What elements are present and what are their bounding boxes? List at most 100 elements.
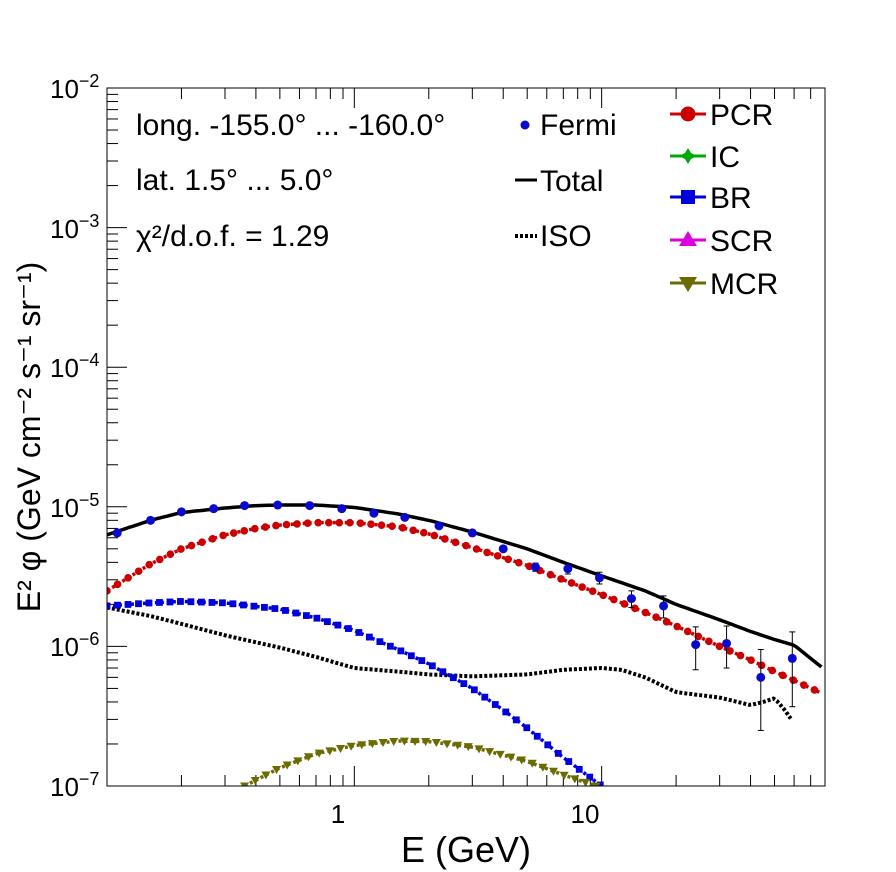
br-point: [261, 603, 268, 611]
pcr-point: [462, 541, 470, 550]
br-point: [187, 598, 195, 606]
pcr-point: [367, 520, 375, 529]
pcr-point: [631, 604, 639, 613]
br-point: [107, 602, 111, 610]
mcr-point: [410, 737, 420, 746]
fermi-point: [400, 512, 410, 522]
mcr-point: [591, 782, 601, 786]
pcr-point: [208, 535, 217, 543]
legend-br-marker: [681, 190, 695, 204]
fermi-point: [240, 501, 250, 511]
br-point: [386, 642, 394, 650]
legend-scr-marker: [679, 231, 697, 246]
pcr-point: [810, 686, 819, 694]
br-point: [502, 708, 510, 716]
y-axis-title: E² φ (GeV cm⁻² s⁻¹ sr⁻¹): [11, 262, 47, 613]
pcr-point: [652, 613, 660, 622]
br-point: [313, 614, 321, 622]
fermi-point: [337, 504, 347, 514]
mcr-point: [378, 739, 388, 748]
br-point: [596, 781, 604, 786]
pcr-point: [662, 618, 671, 626]
x-tick-labels: 1 10: [331, 799, 600, 829]
mcr-point: [474, 745, 484, 754]
mcr-point: [580, 778, 590, 786]
legend-mcr-label: MCR: [710, 268, 778, 301]
legend-right: PCR IC BR SCR MCR: [670, 99, 778, 301]
br-point: [323, 618, 331, 626]
pcr-point: [145, 560, 154, 569]
br-point: [565, 758, 573, 765]
pcr-point: [398, 524, 407, 532]
br-point: [418, 657, 426, 665]
data-layer: [107, 500, 823, 786]
x-tick-label: 1: [331, 799, 345, 829]
legend-fermi-label: Fermi: [540, 109, 617, 142]
longitude-range: long. -155.0° ... -160.0°: [136, 109, 445, 142]
pcr-point: [219, 531, 227, 540]
pcr-point: [419, 528, 428, 537]
pcr-point: [282, 520, 291, 529]
pcr-point: [789, 676, 798, 684]
mcr-point: [272, 766, 282, 775]
mcr-point: [527, 759, 537, 768]
pcr-point: [599, 591, 608, 600]
pcr-point: [610, 595, 618, 604]
pcr-point: [578, 583, 586, 591]
fermi-point: [659, 601, 669, 611]
pcr-point: [641, 608, 650, 617]
br-point: [334, 621, 342, 629]
pcr-point: [546, 570, 555, 579]
br-point: [376, 638, 384, 646]
br-point: [470, 686, 478, 694]
pcr-point: [557, 575, 565, 583]
br-point: [156, 599, 163, 606]
pcr-point: [113, 580, 122, 589]
mcr-point: [282, 761, 292, 770]
pcr-point: [107, 587, 111, 595]
mcr-point: [463, 743, 473, 752]
br-point: [575, 765, 583, 773]
legend-fermi-marker: [520, 120, 530, 130]
y-tick-labels: 10−2 10−3 10−4 10−5 10−6 10−7: [50, 71, 99, 802]
latitude-range: lat. 1.5° ... 5.0°: [136, 164, 333, 197]
br-point: [365, 633, 373, 641]
series-iso: [107, 605, 793, 720]
fermi-point: [756, 672, 766, 682]
br-point: [407, 652, 415, 660]
pcr-point: [198, 538, 206, 547]
pcr-point: [324, 518, 333, 527]
pcr-point: [504, 555, 513, 564]
y-tick-label: 10−7: [50, 769, 99, 802]
series-total: [107, 503, 823, 669]
y-tick-label: 10−4: [50, 350, 99, 383]
legend-left: Fermi Total ISO: [515, 109, 617, 253]
br-point: [344, 625, 352, 632]
mcr-point: [335, 745, 345, 754]
legend-mcr-marker: [679, 277, 697, 292]
pcr-point: [451, 538, 460, 547]
br-point: [292, 609, 300, 617]
br-point: [544, 741, 552, 749]
chi2-value: χ²/d.o.f. = 1.29: [136, 220, 329, 253]
pcr-point: [483, 548, 491, 557]
mcr-point: [431, 739, 441, 748]
x-axis-title: E (GeV): [401, 829, 531, 870]
pcr-point: [800, 681, 808, 689]
y-tick-label: 10−5: [50, 490, 99, 523]
pcr-point: [229, 529, 238, 537]
fermi-point: [209, 504, 219, 514]
pcr-point: [683, 627, 692, 636]
pcr-point: [187, 541, 196, 550]
series-pcr: [107, 518, 823, 695]
mcr-point: [485, 748, 495, 757]
fermi-point: [176, 507, 186, 517]
pcr-point: [155, 555, 164, 564]
br-point: [355, 629, 363, 636]
pcr-point: [726, 647, 734, 655]
br-point: [166, 598, 174, 606]
mcr-point: [453, 741, 463, 750]
br-point: [554, 749, 562, 757]
legend-iso-label: ISO: [540, 220, 592, 253]
